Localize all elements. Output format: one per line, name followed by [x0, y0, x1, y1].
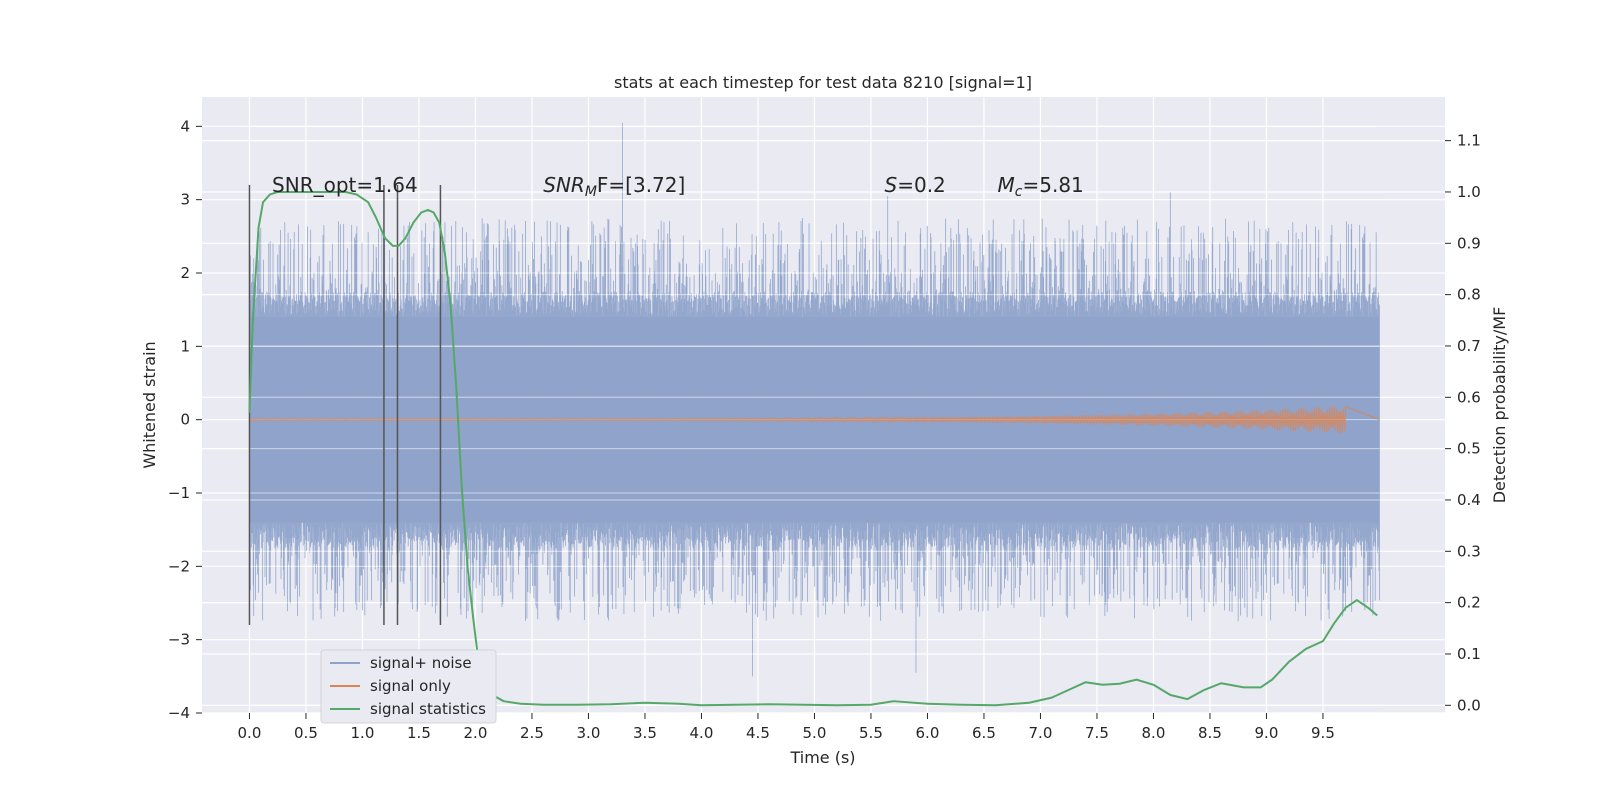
- signal-statistics-line: [248, 190, 1378, 707]
- annotation-0: SNR_opt=1.64: [272, 173, 418, 197]
- x-axis-ticks: 0.0 0.5 1.0 1.5 2.0 2.5 3.0 3.5 4.0 4.5 5.0 5.5 6.0 6…: [238, 713, 1335, 742]
- chart-title: stats at each timestep for test data 821…: [614, 73, 1032, 92]
- y2-tick-label: 1.1: [1457, 132, 1481, 150]
- legend-label-signal-statistics: signal statistics: [370, 700, 486, 718]
- y2-tick-label: 0.9: [1457, 234, 1481, 252]
- x-tick-label: 5.0: [803, 724, 827, 742]
- x-tick-label: 2.5: [520, 724, 544, 742]
- x-tick-label: 6.0: [916, 724, 940, 742]
- y-tick-label: −4: [168, 704, 190, 722]
- x-tick-label: 7.5: [1085, 724, 1109, 742]
- x-axis-label: Time (s): [789, 748, 855, 767]
- x-tick-label: 9.0: [1255, 724, 1279, 742]
- legend-label-signal-only: signal only: [370, 677, 451, 695]
- y2-tick-label: 0.1: [1457, 645, 1481, 663]
- annotation-2: S=0.2: [885, 173, 946, 197]
- annotation-3: Mc=5.81: [998, 173, 1084, 200]
- y2-tick-label: 0.2: [1457, 594, 1481, 612]
- legend: signal+ noise signal only signal statist…: [320, 649, 497, 724]
- x-tick-label: 3.0: [577, 724, 601, 742]
- x-tick-label: 2.0: [464, 724, 488, 742]
- x-tick-label: 8.0: [1142, 724, 1166, 742]
- y-tick-label: 2: [180, 264, 190, 282]
- y-axis-ticks: 4 3 2 1 0 −1 −2 −3 −4: [168, 117, 202, 722]
- y-tick-label: −1: [168, 484, 190, 502]
- y2-tick-label: 0.3: [1457, 542, 1481, 560]
- x-tick-label: 1.5: [407, 724, 431, 742]
- x-tick-label: 8.5: [1198, 724, 1222, 742]
- legend-label-signal-noise: signal+ noise: [370, 654, 472, 672]
- x-tick-label: 4.0: [690, 724, 714, 742]
- y2-tick-label: 0.7: [1457, 337, 1481, 355]
- x-tick-label: 7.0: [1029, 724, 1053, 742]
- legend-box: [320, 649, 497, 724]
- y2-tick-label: 0.5: [1457, 440, 1481, 458]
- y-axis-label: Whitened strain: [140, 341, 159, 468]
- y2-tick-label: 0.8: [1457, 286, 1481, 304]
- x-tick-label: 9.5: [1311, 724, 1335, 742]
- x-tick-label: 6.5: [972, 724, 996, 742]
- y2-axis-ticks: 0.0 0.1 0.2 0.3 0.4 0.5 0.6 0.7 0.8 0.9 1.0 1.1: [1445, 132, 1481, 714]
- x-tick-label: 0.0: [238, 724, 262, 742]
- y-tick-label: −2: [168, 557, 190, 575]
- y-tick-label: 0: [180, 411, 190, 429]
- series-signal-statistics: [248, 190, 1378, 707]
- signal-only-trace: [249, 405, 1380, 434]
- annotations: SNR_opt=1.64 SNRMF=[3.72] S=0.2 Mc=5.81: [272, 173, 1084, 200]
- series-signal-only: [249, 405, 1380, 434]
- annotation-1: SNRMF=[3.72]: [543, 173, 685, 200]
- y-tick-label: 1: [180, 337, 190, 355]
- x-tick-label: 0.5: [294, 724, 318, 742]
- y2-tick-label: 0.6: [1457, 388, 1481, 406]
- y-tick-label: 3: [180, 191, 190, 209]
- y-tick-label: −3: [168, 631, 190, 649]
- x-tick-label: 5.5: [859, 724, 883, 742]
- y2-axis-label: Detection probability/MF: [1490, 307, 1509, 504]
- y2-tick-label: 0.0: [1457, 696, 1481, 714]
- x-tick-label: 4.5: [746, 724, 770, 742]
- x-tick-label: 3.5: [633, 724, 657, 742]
- x-tick-label: 1.0: [351, 724, 375, 742]
- y-tick-label: 4: [180, 117, 190, 135]
- y2-tick-label: 0.4: [1457, 491, 1481, 509]
- y2-tick-label: 1.0: [1457, 183, 1481, 201]
